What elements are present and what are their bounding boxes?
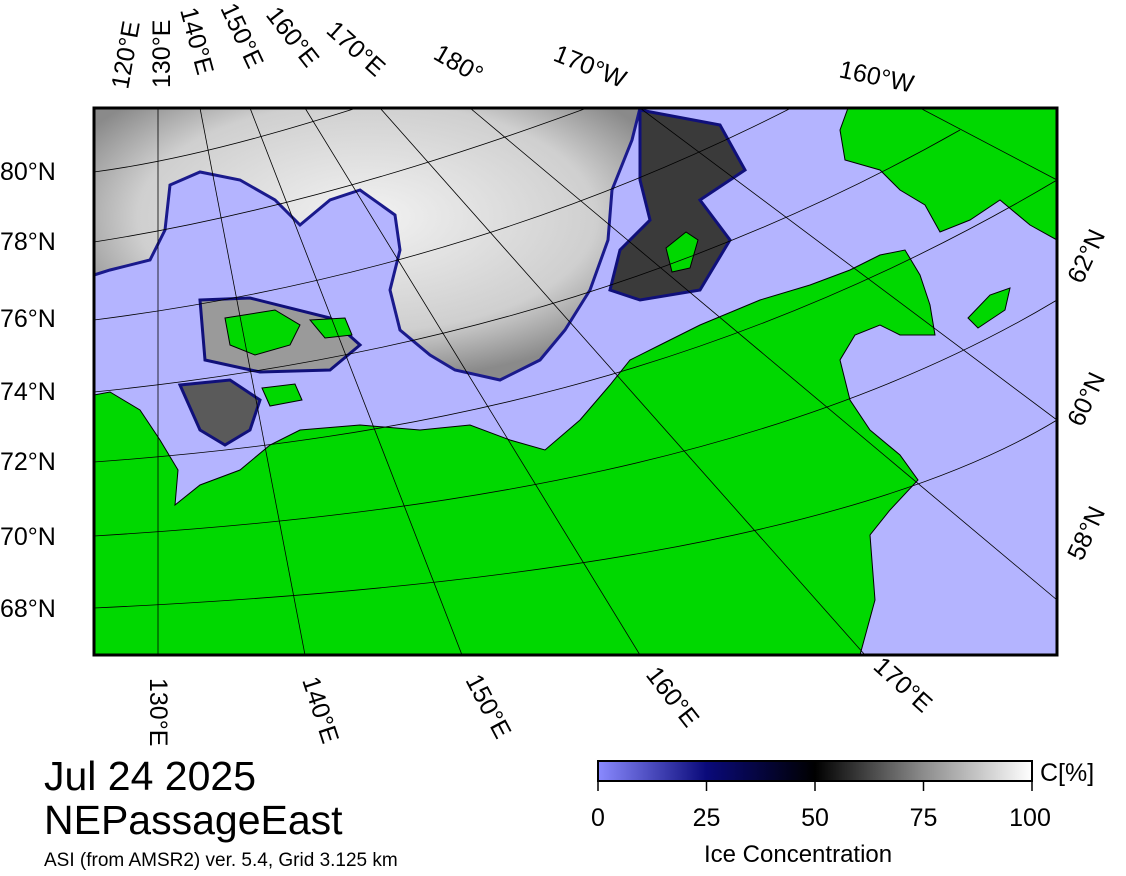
- left-lat-label: 76°N: [0, 305, 56, 333]
- bottom-lon-label: 140°E: [296, 673, 344, 747]
- top-lon-label: 130°E: [148, 20, 176, 88]
- parallel-80n: [94, 108, 358, 173]
- right-lat-label: 58°N: [1062, 502, 1111, 564]
- sea-ice-laptev-floes: [177, 378, 262, 447]
- bottom-lon-label: 160°E: [640, 661, 704, 732]
- parallel-70n: [94, 299, 1057, 537]
- colorbar-ticks: [597, 781, 1033, 791]
- parallel-78n: [94, 108, 589, 243]
- parallel-72n: [94, 179, 1057, 463]
- meridian-180: [469, 108, 1057, 601]
- top-lon-label: 170°W: [550, 40, 631, 94]
- meridian-160w: [919, 108, 1057, 181]
- right-lat-label: 60°N: [1062, 368, 1111, 430]
- left-lat-label: 74°N: [0, 378, 56, 406]
- parallel-74n: [94, 129, 961, 393]
- right-lat-label: 62°N: [1062, 225, 1111, 287]
- left-lat-label: 80°N: [0, 158, 56, 186]
- product-description: ASI (from AMSR2) ver. 5.4, Grid 3.125 km: [44, 850, 398, 871]
- left-latitude-labels: 80°N 78°N 76°N 74°N 72°N 70°N 68°N: [0, 158, 56, 623]
- colorbar-tick-label: 50: [801, 804, 829, 832]
- top-lon-label: 170°E: [321, 16, 391, 83]
- graticule: [94, 108, 1057, 655]
- new-siberian-islands: [224, 309, 353, 407]
- parallel-76n: [94, 108, 792, 321]
- map-date: Jul 24 2025: [44, 753, 257, 799]
- colorbar-tick-label: 75: [910, 804, 938, 832]
- colorbar-tick-label: 0: [591, 804, 605, 832]
- bottom-lon-label: 170°E: [868, 652, 938, 719]
- bottom-lon-label: 130°E: [144, 678, 172, 746]
- colorbar-unit: C[%]: [1040, 759, 1094, 787]
- map-frame: [92, 106, 1059, 657]
- map-area: [94, 108, 1057, 655]
- sea-ice-pack: [94, 108, 642, 382]
- left-lat-label: 70°N: [0, 523, 56, 551]
- top-longitude-labels: 120°E 130°E 140°E 150°E 160°E 170°E 180°…: [106, 0, 916, 99]
- map-region-name: NEPassageEast: [44, 797, 343, 843]
- meridian-160e: [304, 108, 641, 655]
- right-latitude-labels: 62°N 60°N 58°N: [1062, 225, 1111, 564]
- meridian-170w: [639, 108, 1057, 421]
- colorbar-tick-label: 25: [693, 804, 721, 832]
- wrangel-island: [665, 231, 699, 273]
- top-lon-label: 160°E: [260, 1, 324, 72]
- parallel-68n: [94, 419, 1057, 609]
- left-lat-label: 78°N: [0, 228, 56, 256]
- bottom-longitude-labels: 130°E 140°E 150°E 160°E 170°E: [144, 652, 938, 747]
- bottom-lon-label: 150°E: [460, 670, 517, 744]
- meridian-170e: [379, 108, 866, 655]
- left-lat-label: 68°N: [0, 595, 56, 623]
- top-lon-label: 160°W: [837, 55, 917, 98]
- meridian-150e: [249, 108, 463, 655]
- st-lawrence-island: [967, 287, 1011, 329]
- top-lon-label: 180°: [429, 39, 488, 89]
- siberia-mainland: [94, 249, 936, 655]
- colorbar-gradient: [597, 760, 1033, 782]
- top-lon-label: 120°E: [106, 19, 145, 91]
- top-lon-label: 150°E: [215, 0, 269, 73]
- left-lat-label: 72°N: [0, 448, 56, 476]
- top-lon-label: 140°E: [174, 4, 219, 77]
- colorbar-title: Ice Concentration: [704, 841, 893, 868]
- colorbar: C[%] 0 25 50 75 100: [591, 759, 1094, 832]
- alaska-land: [839, 108, 1057, 241]
- sea-ice-east-floes: [608, 108, 747, 302]
- meridian-140e: [199, 108, 306, 655]
- colorbar-tick-label: 100: [1009, 804, 1051, 832]
